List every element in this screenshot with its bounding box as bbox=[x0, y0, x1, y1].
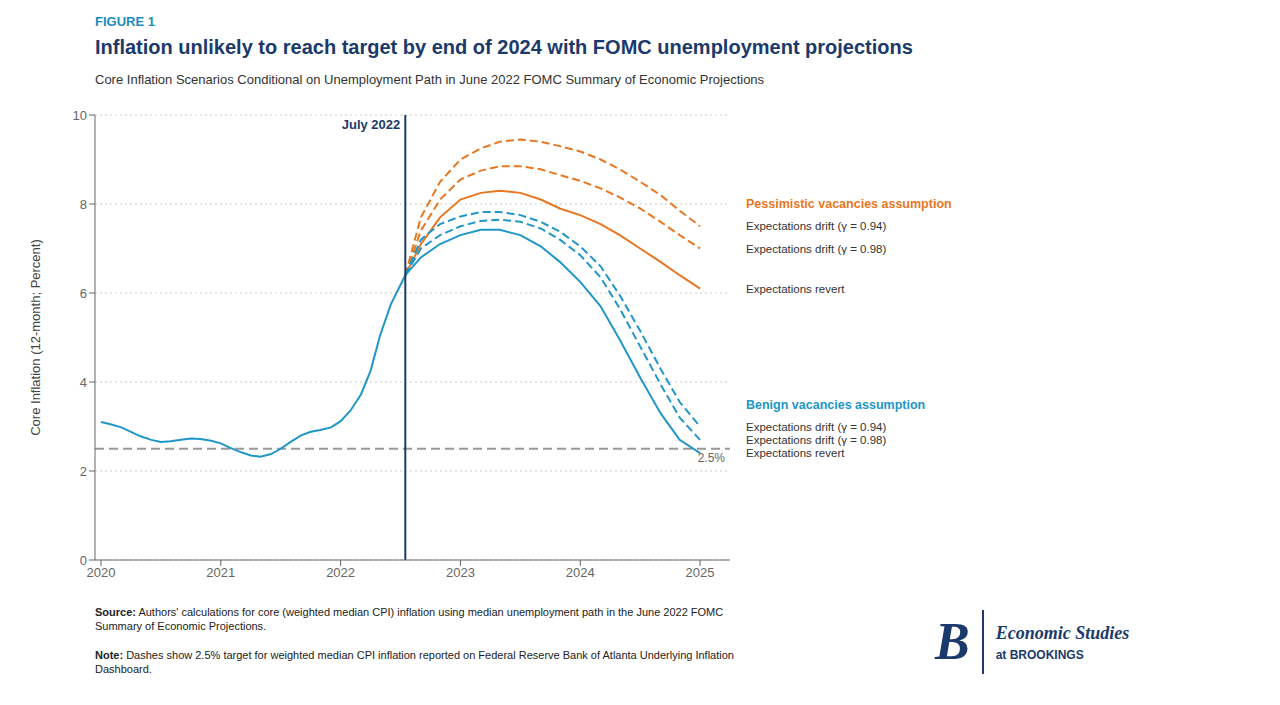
svg-text:4: 4 bbox=[80, 375, 87, 390]
svg-text:10: 10 bbox=[73, 108, 87, 123]
html-text:B: B bbox=[935, 613, 970, 670]
svg-text:Core Inflation (12-month; Perc: Core Inflation (12-month; Percent) bbox=[28, 239, 43, 436]
svg-text:2025: 2025 bbox=[686, 565, 715, 580]
svg-text:6: 6 bbox=[80, 286, 87, 301]
svg-text:Expectations drift (γ = 0.98): Expectations drift (γ = 0.98) bbox=[746, 243, 886, 255]
html-text:FIGURE 1: FIGURE 1 bbox=[95, 14, 155, 29]
svg-text:Expectations revert: Expectations revert bbox=[746, 283, 845, 295]
svg-text:2024: 2024 bbox=[566, 565, 595, 580]
svg-text:2: 2 bbox=[80, 464, 87, 479]
svg-text:0: 0 bbox=[80, 553, 87, 568]
svg-text:Expectations drift (γ = 0.94): Expectations drift (γ = 0.94) bbox=[746, 421, 886, 433]
svg-text:Benign vacancies assumption: Benign vacancies assumption bbox=[746, 398, 925, 412]
svg-text:2022: 2022 bbox=[326, 565, 355, 580]
svg-text:Expectations revert: Expectations revert bbox=[746, 447, 845, 459]
svg-text:Expectations drift (γ = 0.98): Expectations drift (γ = 0.98) bbox=[746, 434, 886, 446]
svg-text:2023: 2023 bbox=[446, 565, 475, 580]
html-text:Economic Studies: Economic Studies bbox=[995, 622, 1130, 643]
svg-text:Expectations drift (γ = 0.94): Expectations drift (γ = 0.94) bbox=[746, 220, 886, 232]
svg-text:2021: 2021 bbox=[206, 565, 235, 580]
html-text:Inflation unlikely to reach ta: Inflation unlikely to reach target by en… bbox=[95, 36, 913, 58]
svg-text:Pessimistic vacancies assumpti: Pessimistic vacancies assumption bbox=[746, 197, 952, 211]
html-text:at BROOKINGS: at BROOKINGS bbox=[995, 647, 1084, 662]
svg-text:2.5%: 2.5% bbox=[698, 451, 726, 465]
html-text:Core Inflation Scenarios Condi: Core Inflation Scenarios Conditional on … bbox=[95, 72, 765, 87]
svg-text:July 2022: July 2022 bbox=[342, 117, 401, 132]
html-text:Note: Dashes show 2.5% target: Note: Dashes show 2.5% target for weight… bbox=[95, 649, 734, 676]
svg-text:2020: 2020 bbox=[87, 565, 116, 580]
html-text:Source: Authors' calculations: Source: Authors' calculations for core (… bbox=[95, 606, 724, 633]
svg-text:8: 8 bbox=[80, 197, 87, 212]
